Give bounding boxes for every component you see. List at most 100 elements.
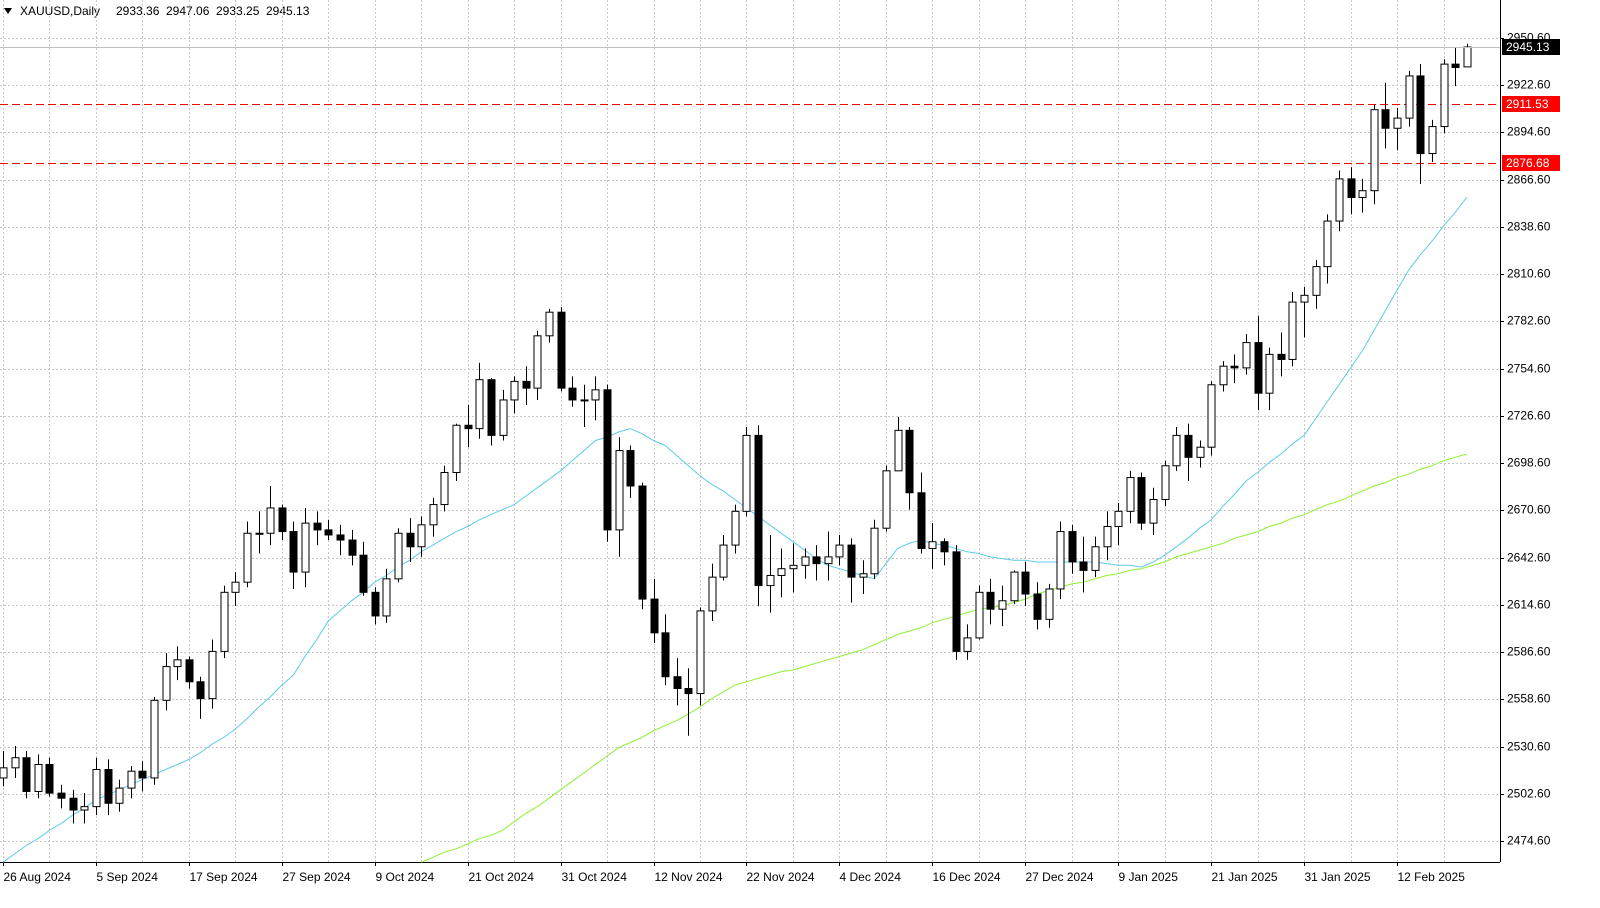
candle-body (57, 792, 66, 799)
candle-body (986, 591, 995, 610)
candle-body (859, 573, 868, 578)
candle-body (104, 769, 113, 804)
candle-body (1335, 178, 1344, 222)
candle-body (1300, 294, 1309, 303)
candle-body (1103, 526, 1112, 548)
candle-body (952, 551, 961, 652)
candle-body (1416, 75, 1425, 155)
candle-body (382, 578, 391, 617)
candle-body (1265, 353, 1274, 394)
candle-body (940, 541, 949, 553)
candle-body (510, 380, 519, 401)
candle-body (255, 532, 264, 535)
candle-body (1428, 126, 1437, 155)
x-tick-label: 12 Feb 2025 (1398, 870, 1466, 884)
chart-title: XAUUSD,Daily (20, 4, 100, 18)
candle-body (1021, 571, 1030, 595)
candle-body (1254, 342, 1263, 394)
candle-body (69, 797, 78, 811)
candle-body (615, 450, 624, 531)
level-label-box (1502, 155, 1560, 171)
candle-body (557, 311, 566, 389)
candle-body (45, 763, 54, 794)
candle-body (754, 434, 763, 587)
x-tick-label: 9 Oct 2024 (376, 870, 435, 884)
y-tick-label: 2894.60 (1507, 125, 1551, 139)
candle-body (882, 470, 891, 529)
candle-body (568, 387, 577, 401)
candle-body (1137, 477, 1146, 524)
candle-body (196, 681, 205, 700)
candle-body (266, 507, 275, 534)
candle-body (928, 541, 937, 549)
header-high: 2947.06 (166, 4, 210, 18)
candle-body (11, 757, 20, 769)
candle-body (1033, 593, 1042, 620)
candle-body (22, 757, 31, 792)
price-label: 2945.13 (1506, 40, 1550, 54)
candle-body (1381, 109, 1390, 129)
y-tick-label: 2698.60 (1507, 456, 1551, 470)
moving-average (421, 453, 1467, 863)
candle-body (1463, 46, 1472, 68)
candle-body (359, 554, 368, 593)
candle-body (499, 399, 508, 436)
y-tick-label: 2614.60 (1507, 598, 1551, 612)
candle-body (766, 574, 775, 587)
y-tick-label: 2866.60 (1507, 173, 1551, 187)
candle-body (150, 699, 159, 779)
y-tick-label: 2530.60 (1507, 740, 1551, 754)
candle-body (475, 379, 484, 430)
candle-body (801, 556, 810, 566)
y-tick-label: 2670.60 (1507, 503, 1551, 517)
x-tick-label: 21 Jan 2025 (1212, 870, 1278, 884)
candle-body (313, 522, 322, 531)
candle-body (1358, 190, 1367, 198)
candle-body (626, 450, 635, 487)
candle-body (742, 434, 751, 512)
candle-body (684, 688, 693, 695)
candle-body (336, 534, 345, 541)
candle-body (1045, 588, 1054, 620)
candle-body (1126, 477, 1135, 512)
candle-body (661, 632, 670, 678)
candle-body (1451, 63, 1460, 69)
x-tick-label: 27 Sep 2024 (283, 870, 351, 884)
candle-body (835, 544, 844, 558)
x-tick-label: 9 Jan 2025 (1119, 870, 1179, 884)
candle-body (487, 379, 496, 436)
candle-body (533, 335, 542, 389)
candle-body (231, 581, 240, 593)
x-tick-label: 22 Nov 2024 (747, 870, 815, 884)
candle-body (580, 399, 589, 402)
candle-body (894, 429, 903, 472)
y-tick-label: 2558.60 (1507, 692, 1551, 706)
candle-body (243, 532, 252, 583)
candle-body (777, 568, 786, 576)
candle-body (824, 556, 833, 565)
x-tick-label: 16 Dec 2024 (933, 870, 1001, 884)
candle-body (220, 591, 229, 652)
candle-body (324, 529, 333, 536)
candle-body (0, 767, 8, 779)
candle-body (975, 591, 984, 639)
candle-body (1405, 75, 1414, 119)
candle-body (650, 598, 659, 634)
candle-body (417, 524, 426, 548)
candle-body (1323, 220, 1332, 268)
candle-body (348, 539, 357, 556)
candle-body (115, 787, 124, 804)
candle-body (1347, 178, 1356, 198)
candle-body (173, 659, 182, 668)
candle-body (1068, 531, 1077, 563)
candle-body (963, 637, 972, 652)
candle-body (522, 380, 531, 389)
candle-body (92, 769, 101, 808)
y-tick-label: 2754.60 (1507, 362, 1551, 376)
candle-body (708, 576, 717, 612)
x-tick-label: 17 Sep 2024 (190, 870, 258, 884)
y-tick-label: 2782.60 (1507, 314, 1551, 328)
x-tick-label: 31 Oct 2024 (562, 870, 628, 884)
